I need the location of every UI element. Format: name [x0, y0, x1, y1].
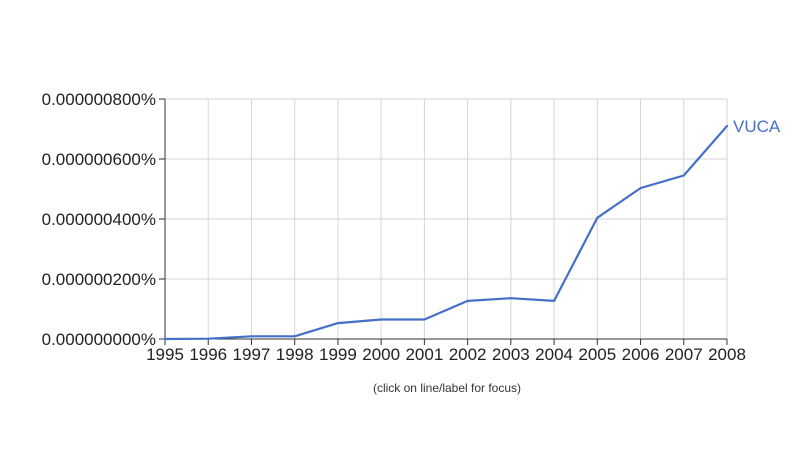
x-tick-label: 2007: [665, 345, 703, 364]
y-tick-label: 0.000000600%: [42, 150, 156, 169]
data-point[interactable]: [681, 173, 687, 179]
series-labels[interactable]: VUCA: [733, 117, 781, 136]
x-tick-label: 1998: [276, 345, 314, 364]
x-tick-label: 2006: [622, 345, 660, 364]
data-point[interactable]: [248, 333, 254, 339]
x-tick-labels: 1995 1996 1997 1998 1999 2000 2001 2002 2003 2004…: [146, 345, 746, 364]
x-tick-label: 2002: [449, 345, 487, 364]
x-tick-label: 2001: [405, 345, 443, 364]
data-point[interactable]: [508, 295, 514, 301]
data-point[interactable]: [594, 215, 600, 221]
x-tick-label: 1997: [233, 345, 271, 364]
data-point[interactable]: [378, 317, 384, 323]
data-point[interactable]: [638, 185, 644, 191]
x-tick-label: 2005: [578, 345, 616, 364]
axes: [159, 98, 728, 345]
x-tick-label: 2000: [362, 345, 400, 364]
x-tick-label: 1995: [146, 345, 184, 364]
data-point[interactable]: [465, 298, 471, 304]
y-tick-labels: 0.000000000% 0.000000200% 0.000000400% 0.00…: [42, 90, 156, 349]
x-tick-label: 1996: [189, 345, 227, 364]
x-tick-label: 2003: [492, 345, 530, 364]
data-point[interactable]: [335, 320, 341, 326]
focus-hint: (click on line/label for focus): [373, 381, 521, 395]
data-point[interactable]: [551, 298, 557, 304]
y-tick-label: 0.000000000%: [42, 330, 156, 349]
data-point[interactable]: [162, 336, 168, 342]
y-tick-label: 0.000000400%: [42, 210, 156, 229]
y-tick-label: 0.000000800%: [42, 90, 156, 109]
data-point[interactable]: [292, 333, 298, 339]
data-point[interactable]: [724, 123, 730, 129]
x-tick-label: 2004: [535, 345, 573, 364]
data-point[interactable]: [205, 336, 211, 342]
gridlines: [164, 98, 728, 340]
series-label-vuca[interactable]: VUCA: [733, 117, 781, 136]
series-line-vuca[interactable]: [163, 124, 729, 341]
data-point[interactable]: [421, 317, 427, 323]
x-tick-label: 2008: [708, 345, 746, 364]
x-tick-label: 1999: [319, 345, 357, 364]
series-lines[interactable]: [162, 123, 730, 342]
y-tick-label: 0.000000200%: [42, 270, 156, 289]
